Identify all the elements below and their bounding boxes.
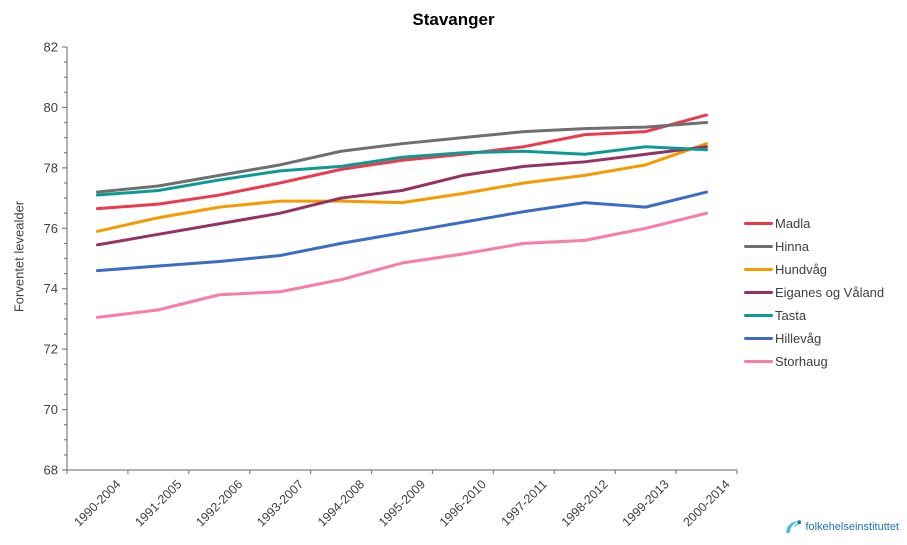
legend-item-madla: Madla: [744, 212, 884, 235]
series-line-madla: [95, 113, 709, 211]
legend-item-tasta: Tasta: [744, 304, 884, 327]
x-tick-label: 1993-2007: [254, 477, 306, 529]
legend-item-storhaug: Storhaug: [744, 350, 884, 373]
fhi-logo-icon: [786, 520, 802, 534]
legend-swatch-eiganes-og-v-land: [744, 290, 773, 295]
series-line-tasta: [95, 145, 709, 197]
legend-swatch-hundv-g: [744, 267, 773, 272]
legend-swatch-storhaug: [744, 359, 773, 364]
y-tick-label: 82: [44, 40, 58, 55]
x-tick-label: 1997-2011: [498, 477, 550, 529]
x-tick-label: 1991-2005: [132, 477, 184, 529]
legend-label-madla: Madla: [775, 216, 811, 231]
legend-label-storhaug: Storhaug: [775, 354, 828, 369]
legend: Madla Hinna Hundvåg Eiganes og Våland Tasta H…: [744, 212, 884, 373]
x-tick-label: 1992-2006: [193, 477, 245, 529]
series-line-eiganes-og-v-land: [95, 145, 709, 247]
x-tick-label: 1990-2004: [71, 477, 123, 529]
y-tick-label: 68: [44, 463, 58, 478]
chart-title: Stavanger: [412, 10, 495, 29]
legend-swatch-hinna: [744, 244, 773, 249]
legend-swatch-hillev-g: [744, 336, 773, 341]
y-tick-label: 76: [44, 221, 58, 236]
x-tick-label: 1998-2012: [559, 477, 611, 529]
series-line-storhaug: [95, 211, 709, 319]
x-tick-label: 1996-2010: [437, 477, 489, 529]
x-tick-label: 1999-2013: [620, 477, 672, 529]
legend-label-hundv-g: Hundvåg: [775, 262, 828, 277]
series-line-hinna: [95, 121, 709, 194]
y-tick-label: 72: [44, 342, 58, 357]
legend-label-hillev-g: Hillevåg: [775, 331, 822, 346]
y-tick-label: 80: [44, 100, 58, 115]
fhi-logo-text: folkehelseinstituttet: [805, 521, 899, 533]
legend-item-eiganes-og-v-land: Eiganes og Våland: [744, 281, 884, 304]
legend-swatch-madla: [744, 221, 773, 226]
legend-item-hinna: Hinna: [744, 235, 884, 258]
series-line-hundv-g: [95, 142, 709, 233]
legend-label-tasta: Tasta: [775, 308, 807, 323]
x-tick-label: 1995-2009: [376, 477, 428, 529]
fhi-logo: folkehelseinstituttet: [785, 519, 899, 535]
x-tick-label: 1994-2008: [315, 477, 367, 529]
legend-item-hillev-g: Hillevåg: [744, 327, 884, 350]
legend-item-hundv-g: Hundvåg: [744, 258, 884, 281]
y-tick-label: 78: [44, 160, 58, 175]
x-tick-label: 2000-2014: [680, 477, 732, 529]
legend-label-eiganes-og-v-land: Eiganes og Våland: [775, 285, 885, 300]
legend-label-hinna: Hinna: [775, 239, 809, 254]
legend-swatch-tasta: [744, 313, 773, 318]
series-line-hillev-g: [95, 190, 709, 273]
y-tick-label: 74: [44, 281, 58, 296]
y-tick-label: 70: [44, 402, 58, 417]
